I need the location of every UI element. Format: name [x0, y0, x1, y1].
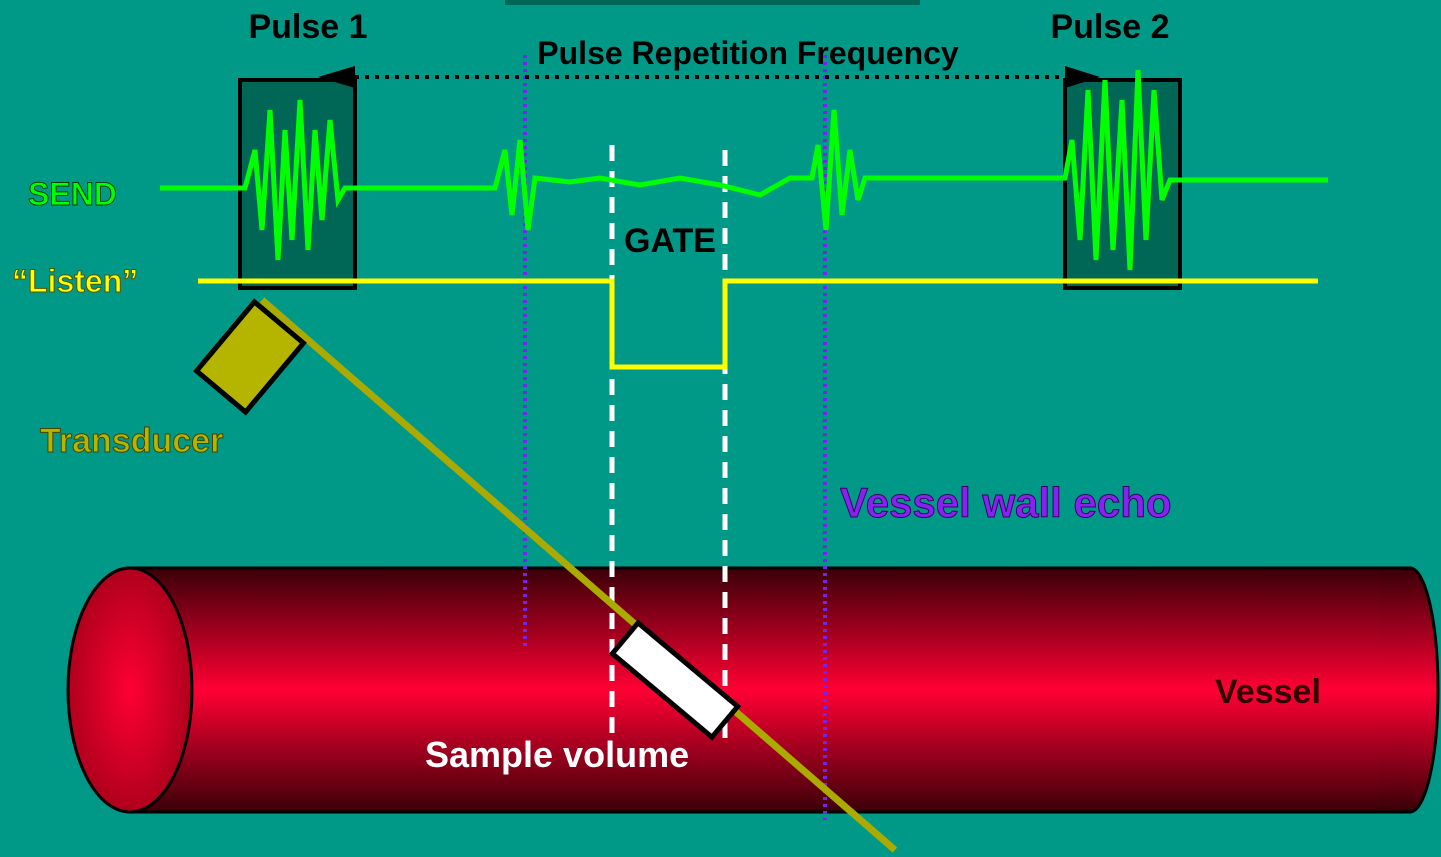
vessel-cover — [1380, 570, 1410, 810]
sample-volume — [608, 619, 742, 741]
vessel-wall-echo-label: Vessel wall echo — [840, 479, 1172, 526]
top-bar — [505, 0, 920, 5]
gate-label: GATE — [624, 222, 716, 260]
vessel-body — [128, 566, 1412, 814]
vessel-label: Vessel — [1215, 673, 1321, 711]
listen-label: “Listen” — [12, 263, 138, 299]
listen-line — [198, 278, 1318, 370]
transducer — [193, 298, 307, 416]
sample-volume-label: Sample volume — [425, 734, 689, 775]
transducer-label: Transducer — [40, 422, 223, 460]
send-label: SEND — [28, 176, 117, 212]
arrow-head — [1065, 66, 1100, 88]
beam — [259, 297, 898, 853]
pulse-1-label: Pulse 1 — [248, 8, 367, 46]
pulse-2-label: Pulse 2 — [1050, 8, 1169, 46]
vessel-opening — [66, 566, 194, 814]
send-line — [160, 69, 1328, 271]
prf-label: Pulse Repetition Frequency — [537, 35, 959, 71]
arrow-head — [318, 66, 355, 88]
